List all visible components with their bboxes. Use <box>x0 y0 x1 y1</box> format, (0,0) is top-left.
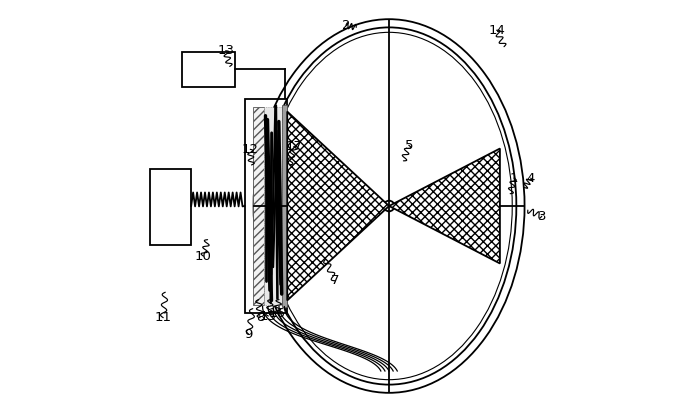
Bar <box>182 52 235 87</box>
Bar <box>264 108 283 304</box>
Text: 9: 9 <box>244 328 253 341</box>
Bar <box>244 99 287 313</box>
Text: 1: 1 <box>509 171 518 185</box>
Text: 13: 13 <box>217 44 234 57</box>
Text: 12: 12 <box>242 143 259 156</box>
Text: 4: 4 <box>527 171 535 185</box>
Text: 15: 15 <box>260 309 277 323</box>
Text: 3: 3 <box>537 210 546 223</box>
Text: 11: 11 <box>155 311 172 324</box>
Text: 16: 16 <box>269 307 286 320</box>
Text: 17: 17 <box>285 140 302 153</box>
Text: 14: 14 <box>488 24 505 37</box>
Bar <box>150 169 191 245</box>
Text: 7: 7 <box>331 274 339 287</box>
Circle shape <box>383 201 395 211</box>
Polygon shape <box>287 112 389 300</box>
Polygon shape <box>389 148 500 264</box>
Text: 8: 8 <box>256 311 264 324</box>
Text: 2: 2 <box>342 19 350 32</box>
Bar <box>253 108 264 304</box>
Text: 10: 10 <box>195 250 212 262</box>
Bar <box>283 105 287 307</box>
Text: 5: 5 <box>404 139 413 152</box>
